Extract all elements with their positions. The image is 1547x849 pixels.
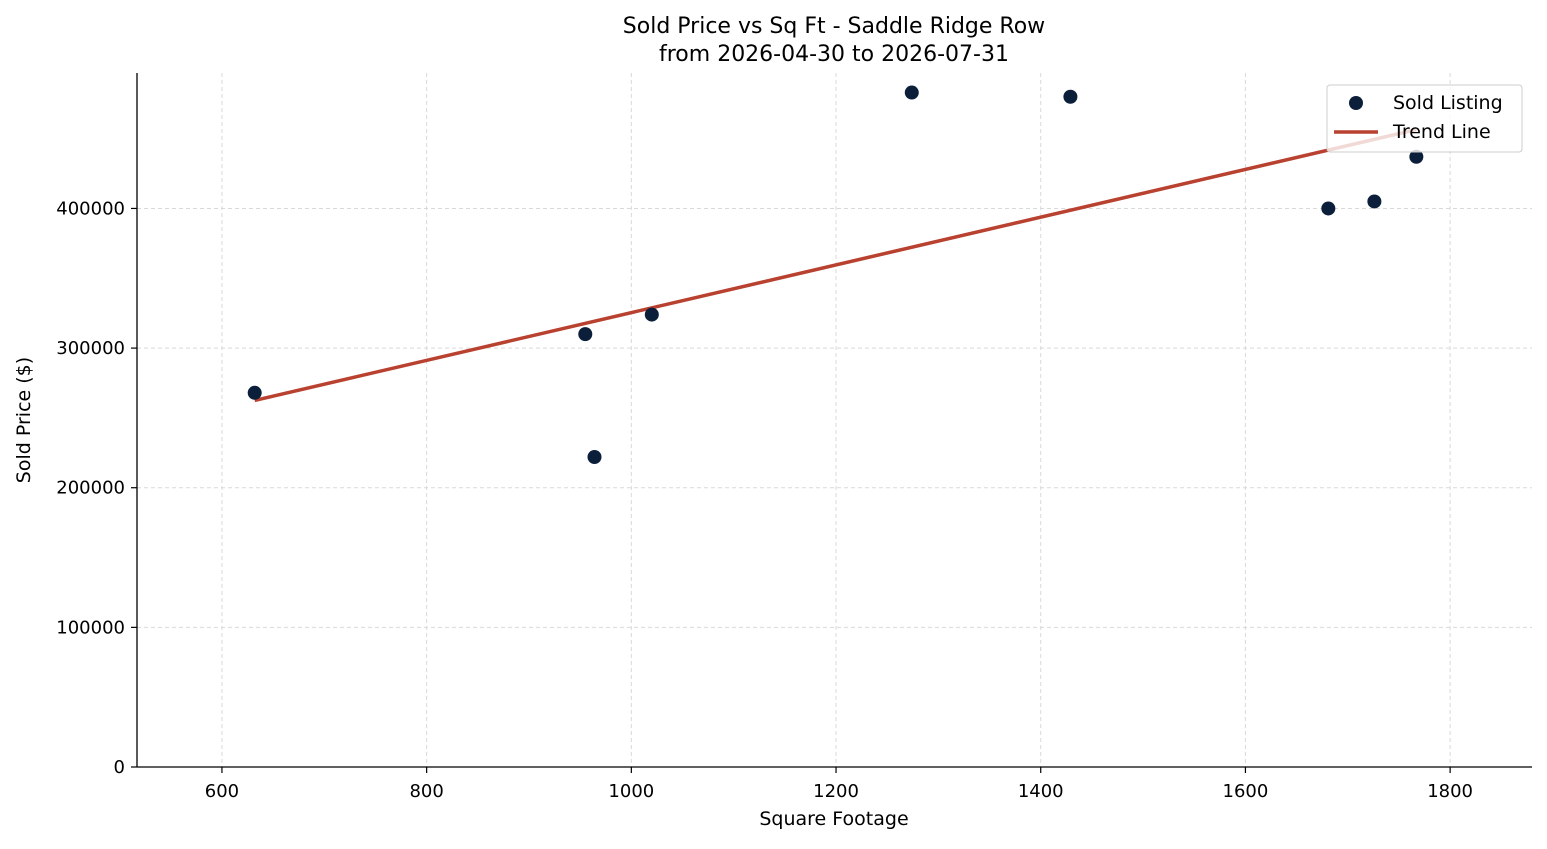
trend-line-layer (254, 127, 1417, 403)
scatter-point (904, 85, 919, 100)
scatter-point (1367, 194, 1382, 209)
chart-title: Sold Price vs Sq Ft - Saddle Ridge Row (623, 14, 1045, 39)
x-tick-label: 1200 (813, 781, 859, 802)
legend-label-trend-line: Trend Line (1392, 121, 1491, 143)
scatter-point (1409, 149, 1424, 164)
x-tick-label: 1600 (1223, 781, 1269, 802)
y-tick-label: 400000 (56, 198, 125, 219)
scatter-point (578, 327, 593, 342)
chart-subtitle: from 2026-04-30 to 2026-07-31 (659, 42, 1009, 67)
axes-layer (136, 73, 1532, 768)
y-tick-label: 0 (114, 757, 125, 778)
scatter-point (1321, 201, 1336, 216)
y-axis-label: Sold Price ($) (13, 357, 35, 483)
trend-line (254, 127, 1417, 403)
y-tick-label: 100000 (56, 617, 125, 638)
y-tick-label: 300000 (56, 338, 125, 359)
x-tick-label: 600 (205, 781, 239, 802)
legend-label-sold-listing: Sold Listing (1393, 92, 1503, 114)
x-tick-label: 800 (409, 781, 443, 802)
legend: Sold Listing Trend Line (1326, 84, 1523, 153)
scatter-point (644, 307, 659, 322)
scatter-point (1063, 89, 1078, 104)
legend-marker-sold-listing (1349, 96, 1363, 110)
y-tick-label: 200000 (56, 478, 125, 499)
x-tick-label: 1000 (608, 781, 654, 802)
x-tick-label: 1800 (1427, 781, 1473, 802)
scatter-point (587, 450, 602, 465)
legend-box (1326, 84, 1523, 153)
x-axis-label: Square Footage (759, 808, 908, 830)
scatter-point (247, 385, 262, 400)
grid-layer (137, 73, 1532, 767)
x-tick-label: 1400 (1018, 781, 1064, 802)
points-layer (247, 85, 1424, 465)
ticks-layer: 600 800 1000 1200 1400 1600 1800 0 100000 200000 3… (56, 198, 1473, 802)
